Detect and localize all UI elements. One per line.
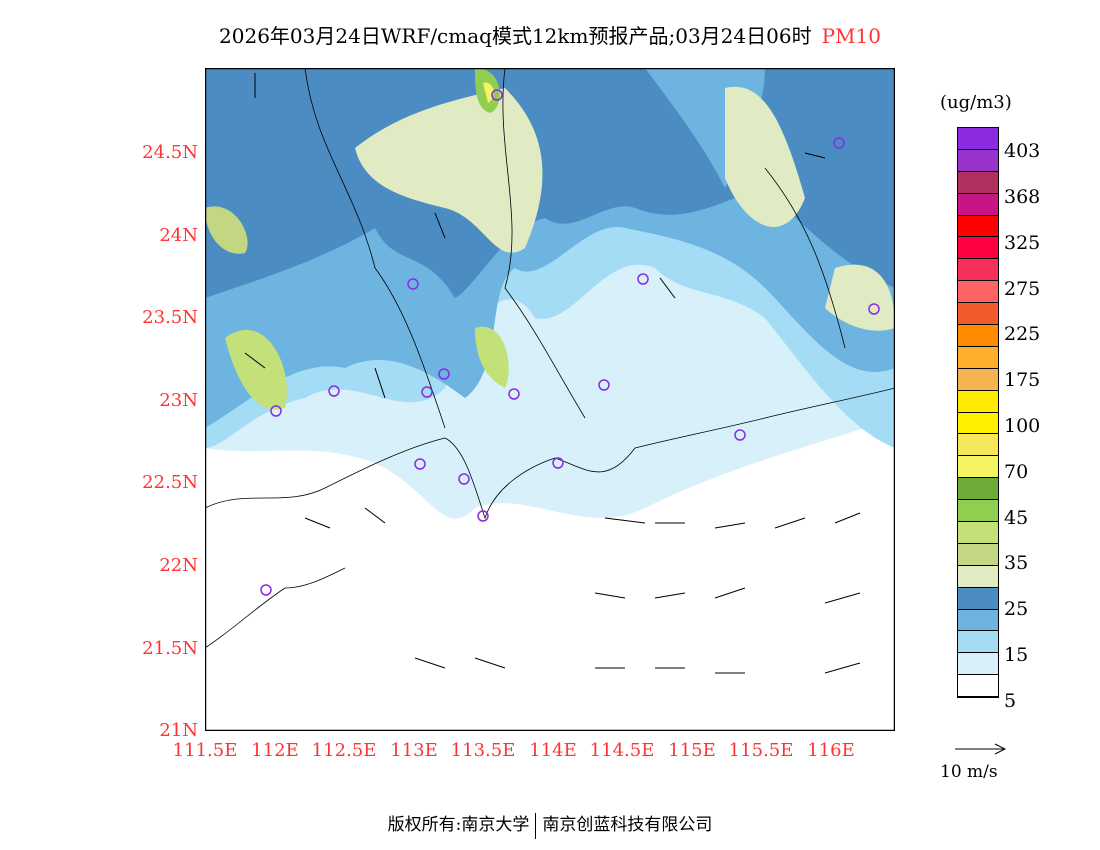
pollutant-label: PM10 <box>821 24 881 48</box>
y-tick: 23.5N <box>142 307 198 328</box>
band-25-35-northeast <box>725 86 805 227</box>
color-bar-segment <box>958 128 998 150</box>
color-bar-segment <box>958 368 998 391</box>
x-tick: 112.5E <box>311 740 377 761</box>
color-bar-segment <box>958 325 998 347</box>
color-bar-segment <box>958 565 998 588</box>
band-25-35-east <box>825 264 895 331</box>
color-bar-segment <box>958 587 998 610</box>
y-tick: 23N <box>159 390 198 411</box>
copyright-left: 版权所有:南京大学 <box>387 815 530 835</box>
band-25 <box>205 68 895 298</box>
x-tick: 115.5E <box>728 740 794 761</box>
legend-label: 35 <box>1004 552 1029 574</box>
x-tick: 112E <box>251 740 299 761</box>
y-tick: 21N <box>159 720 198 741</box>
legend-label: 275 <box>1004 278 1041 300</box>
y-tick: 22N <box>159 555 198 576</box>
legend-label: 225 <box>1004 323 1041 345</box>
legend-label: 70 <box>1004 461 1029 483</box>
footer-divider <box>535 812 537 839</box>
color-bar-segment <box>958 543 998 566</box>
legend-label: 45 <box>1004 507 1029 529</box>
legend-unit: (ug/m3) <box>940 92 1012 113</box>
color-bar-segment <box>958 171 998 194</box>
color-bar-segment <box>958 281 998 304</box>
color-bar-segment <box>958 434 998 457</box>
y-tick: 21.5N <box>142 638 198 659</box>
x-tick: 111.5E <box>172 740 238 761</box>
band-50 <box>483 82 494 103</box>
y-tick: 24N <box>159 225 198 246</box>
wind-vectors <box>244 73 861 674</box>
x-tick: 114E <box>529 740 577 761</box>
x-tick: 116E <box>807 740 855 761</box>
low-concentration-area <box>205 418 895 731</box>
color-bar-segment <box>958 215 998 238</box>
legend-label: 25 <box>1004 598 1029 620</box>
x-tick: 115E <box>668 740 716 761</box>
wind-scale-arrow-icon <box>955 743 1007 755</box>
map-title: 2026年03月24日WRF/cmaq模式12km预报产品;03月24日06时 P… <box>0 20 1100 49</box>
x-tick: 114.5E <box>589 740 655 761</box>
legend-label: 175 <box>1004 369 1041 391</box>
color-bar-segment <box>958 193 998 216</box>
color-bar-segment <box>958 346 998 369</box>
color-bar-segment <box>958 149 998 172</box>
pm10-concentration-map <box>205 68 895 731</box>
color-bar-segment <box>958 390 998 413</box>
color-bar-segment <box>958 303 998 326</box>
band-35-northwest <box>205 206 248 254</box>
band-35-center <box>475 326 509 388</box>
title-text: 2026年03月24日WRF/cmaq模式12km预报产品;03月24日06时 <box>219 24 812 48</box>
y-tick: 24.5N <box>142 142 198 163</box>
y-tick: 22.5N <box>142 472 198 493</box>
color-bar-segment <box>958 237 998 260</box>
band-25-35-north <box>355 88 543 253</box>
map-frame <box>205 68 895 731</box>
color-bar-segment <box>958 456 998 479</box>
legend-label: 15 <box>1004 644 1029 666</box>
legend-label: 325 <box>1004 232 1041 254</box>
coastline <box>205 68 895 649</box>
color-bar-segment <box>958 522 998 544</box>
legend-label: 368 <box>1004 186 1041 208</box>
color-bar-segment <box>958 478 998 501</box>
wind-scale-label: 10 m/s <box>940 762 998 782</box>
legend-label: 100 <box>1004 415 1041 437</box>
x-tick: 113E <box>390 740 438 761</box>
legend-label: 5 <box>1004 690 1017 712</box>
monitoring-stations <box>260 89 880 596</box>
color-bar-segment <box>958 675 998 698</box>
color-bar-segment <box>958 412 998 435</box>
color-bar-segment <box>958 653 998 676</box>
color-bar-segment <box>958 631 998 654</box>
legend-label: 403 <box>1004 140 1041 162</box>
color-bar <box>957 127 999 699</box>
color-bar-segment <box>958 259 998 282</box>
band-35-west <box>225 329 287 410</box>
x-tick: 113.5E <box>450 740 516 761</box>
copyright-right: 南京创蓝科技有限公司 <box>542 815 713 835</box>
copyright-footer: 版权所有:南京大学 南京创蓝科技有限公司 <box>0 810 1100 839</box>
color-bar-segment <box>958 609 998 632</box>
color-bar-segment <box>958 500 998 523</box>
